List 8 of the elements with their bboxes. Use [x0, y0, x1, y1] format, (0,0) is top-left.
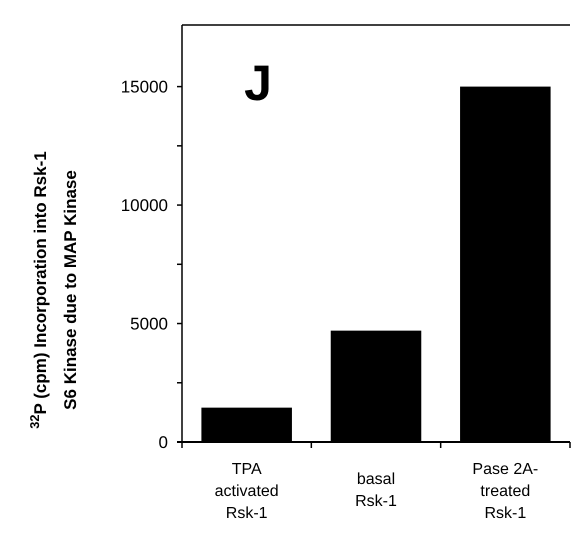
- annotation: J: [244, 55, 272, 111]
- x-tick-label: TPA activated Rsk-1: [214, 461, 279, 522]
- x-tick-label: basal Rsk-1: [355, 471, 397, 510]
- y-tick-label: 15000: [120, 78, 168, 97]
- y-tick-label: 5000: [130, 314, 168, 334]
- y-tick-label: 0: [158, 432, 168, 452]
- x-tick-label: Pase 2A- treated Rsk-1: [472, 461, 538, 522]
- y-tick-label: 10000: [120, 196, 168, 216]
